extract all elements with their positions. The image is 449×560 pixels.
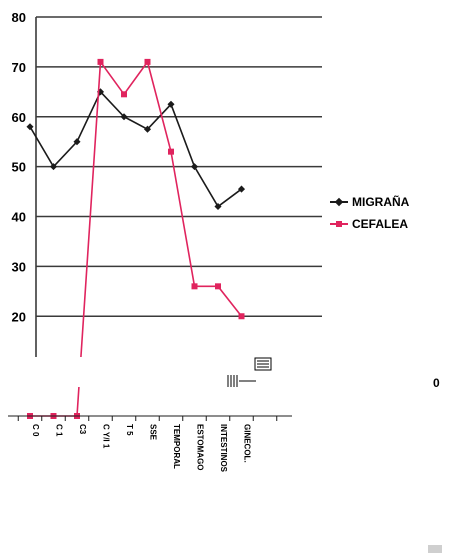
series-1-point-5 — [144, 58, 151, 65]
series-1-point-9 — [238, 313, 245, 320]
series-0-point-4 — [120, 113, 128, 121]
corner-artifact — [428, 545, 442, 553]
series-1-point-4 — [121, 91, 127, 98]
series-1-point-8 — [215, 283, 221, 290]
x-tick-label-7: ESTOMAGO — [196, 424, 205, 471]
series-0-point-6 — [167, 100, 175, 108]
y-tick-label-20: 20 — [12, 309, 26, 324]
series-line-0 — [29, 90, 242, 208]
x-tick-label-4: T 5 — [125, 424, 134, 436]
x-tick-label-9: GINECOL. — [243, 424, 252, 463]
occlusion-block — [292, 360, 449, 400]
y-tick-label-30: 30 — [12, 259, 26, 274]
x-axis: C 0 C 1 C3 C Y/I 1 T 5 SSE TEMPORAL ESTOMAGO INT… — [8, 415, 292, 473]
x-tick-label-6: TEMPORAL — [172, 424, 181, 469]
series-0-point-7 — [190, 163, 199, 171]
series-0-point-0 — [26, 123, 34, 131]
legend-migrana-marker — [334, 197, 344, 207]
legend: MIGRAÑA CEFALEA — [324, 190, 446, 238]
series-0-point-8 — [214, 202, 222, 211]
series-0-point-5 — [143, 125, 152, 133]
series-0-point-2 — [73, 138, 81, 146]
gridlines — [35, 16, 322, 367]
x-tick-label-5: SSE — [149, 424, 158, 441]
x-tick-label-0: C 0 — [31, 424, 40, 437]
x-tick-label-1: C 1 — [55, 424, 64, 437]
series-0-point-1 — [49, 163, 58, 171]
series-1-point-6 — [168, 148, 174, 155]
x-tick-label-3: C Y/I 1 — [102, 424, 111, 449]
stray-zero-label: 0 — [433, 376, 440, 390]
hatch-artifact — [227, 357, 272, 387]
legend-cefalea-label: CEFALEA — [352, 217, 408, 231]
series-1-point-3 — [97, 58, 104, 65]
series-0-point-9 — [237, 185, 246, 193]
legend-cefalea-marker — [336, 221, 342, 227]
legend-box — [324, 190, 446, 238]
y-tick-label-40: 40 — [12, 210, 26, 225]
y-tick-label-60: 60 — [12, 110, 26, 125]
y-tick-label-70: 70 — [12, 60, 26, 75]
occlusion-block-2 — [0, 357, 295, 387]
x-tick-label-2: C3 — [78, 424, 87, 435]
x-tick-label-8: INTESTINOS — [219, 424, 228, 473]
y-axis-ticks: 1020304050607080 — [12, 10, 26, 374]
y-tick-label-50: 50 — [12, 160, 26, 175]
y-tick-label-80: 80 — [12, 10, 26, 25]
series-1-point-7 — [191, 283, 198, 290]
legend-migrana-label: MIGRAÑA — [352, 194, 410, 209]
